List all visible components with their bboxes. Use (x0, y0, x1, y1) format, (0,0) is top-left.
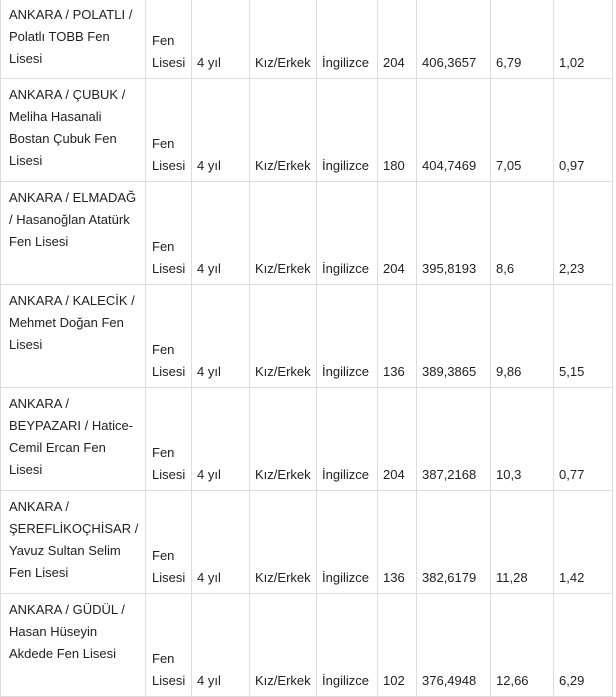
percentile-2018-cell: 8,6 (490, 181, 554, 285)
base-score-cell: 382,6179 (416, 490, 491, 594)
table-row: ANKARA / GÜDÜL / Hasan Hüseyin Akdede Fe… (0, 593, 613, 697)
school-type-cell: Fen Lisesi (145, 593, 192, 697)
duration-cell: 4 yıl (191, 593, 250, 697)
school-name-cell: ANKARA / ŞEREFLİKOÇHİSAR / Yavuz Sultan … (0, 490, 146, 594)
school-type-cell: Fen Lisesi (145, 387, 192, 491)
school-type-cell: Fen Lisesi (145, 284, 192, 388)
percentile-cell: 1,02 (553, 0, 613, 79)
school-name-cell: ANKARA / GÜDÜL / Hasan Hüseyin Akdede Fe… (0, 593, 146, 697)
table-row: ANKARA / POLATLI / Polatlı TOBB Fen Lise… (0, 0, 613, 79)
percentile-2018-cell: 9,86 (490, 284, 554, 388)
gender-cell: Kız/Erkek (249, 593, 317, 697)
gender-cell: Kız/Erkek (249, 78, 317, 182)
table-row: ANKARA / ELMADAĞ / Hasanoğlan Atatürk Fe… (0, 181, 613, 285)
school-name-cell: ANKARA / BEYPAZARI / Hatice-Cemil Ercan … (0, 387, 146, 491)
base-score-cell: 404,7469 (416, 78, 491, 182)
gender-cell: Kız/Erkek (249, 181, 317, 285)
school-type-cell: Fen Lisesi (145, 490, 192, 594)
percentile-cell: 6,29 (553, 593, 613, 697)
table-row: ANKARA / ŞEREFLİKOÇHİSAR / Yavuz Sultan … (0, 490, 613, 594)
percentile-2018-cell: 11,28 (490, 490, 554, 594)
duration-cell: 4 yıl (191, 387, 250, 491)
gender-cell: Kız/Erkek (249, 0, 317, 79)
language-cell: İngilizce (316, 78, 378, 182)
gender-cell: Kız/Erkek (249, 284, 317, 388)
base-score-cell: 406,3657 (416, 0, 491, 79)
quota-cell: 204 (377, 387, 417, 491)
base-score-cell: 387,2168 (416, 387, 491, 491)
percentile-2018-cell: 12,66 (490, 593, 554, 697)
table-row: ANKARA / BEYPAZARI / Hatice-Cemil Ercan … (0, 387, 613, 491)
school-type-cell: Fen Lisesi (145, 78, 192, 182)
language-cell: İngilizce (316, 0, 378, 79)
language-cell: İngilizce (316, 181, 378, 285)
school-name-cell: ANKARA / ELMADAĞ / Hasanoğlan Atatürk Fe… (0, 181, 146, 285)
quota-cell: 102 (377, 593, 417, 697)
base-score-cell: 389,3865 (416, 284, 491, 388)
duration-cell: 4 yıl (191, 490, 250, 594)
school-type-cell: Fen Lisesi (145, 0, 192, 79)
school-name-cell: ANKARA / POLATLI / Polatlı TOBB Fen Lise… (0, 0, 146, 79)
quota-cell: 136 (377, 490, 417, 594)
quota-cell: 180 (377, 78, 417, 182)
duration-cell: 4 yıl (191, 0, 250, 79)
duration-cell: 4 yıl (191, 284, 250, 388)
quota-cell: 136 (377, 284, 417, 388)
language-cell: İngilizce (316, 593, 378, 697)
percentile-2018-cell: 7,05 (490, 78, 554, 182)
table-row: ANKARA / KALECİK / Mehmet Doğan Fen Lise… (0, 284, 613, 388)
gender-cell: Kız/Erkek (249, 490, 317, 594)
school-name-cell: ANKARA / KALECİK / Mehmet Doğan Fen Lise… (0, 284, 146, 388)
school-type-cell: Fen Lisesi (145, 181, 192, 285)
language-cell: İngilizce (316, 387, 378, 491)
duration-cell: 4 yıl (191, 181, 250, 285)
quota-cell: 204 (377, 0, 417, 79)
school-name-cell: ANKARA / ÇUBUK / Meliha Hasanali Bostan … (0, 78, 146, 182)
percentile-2018-cell: 6,79 (490, 0, 554, 79)
duration-cell: 4 yıl (191, 78, 250, 182)
percentile-2018-cell: 10,3 (490, 387, 554, 491)
percentile-cell: 0,97 (553, 78, 613, 182)
table-row: ANKARA / ÇUBUK / Meliha Hasanali Bostan … (0, 78, 613, 182)
language-cell: İngilizce (316, 284, 378, 388)
gender-cell: Kız/Erkek (249, 387, 317, 491)
percentile-cell: 1,42 (553, 490, 613, 594)
language-cell: İngilizce (316, 490, 378, 594)
percentile-cell: 0,77 (553, 387, 613, 491)
base-score-cell: 376,4948 (416, 593, 491, 697)
base-score-cell: 395,8193 (416, 181, 491, 285)
percentile-cell: 5,15 (553, 284, 613, 388)
quota-cell: 204 (377, 181, 417, 285)
percentile-cell: 2,23 (553, 181, 613, 285)
